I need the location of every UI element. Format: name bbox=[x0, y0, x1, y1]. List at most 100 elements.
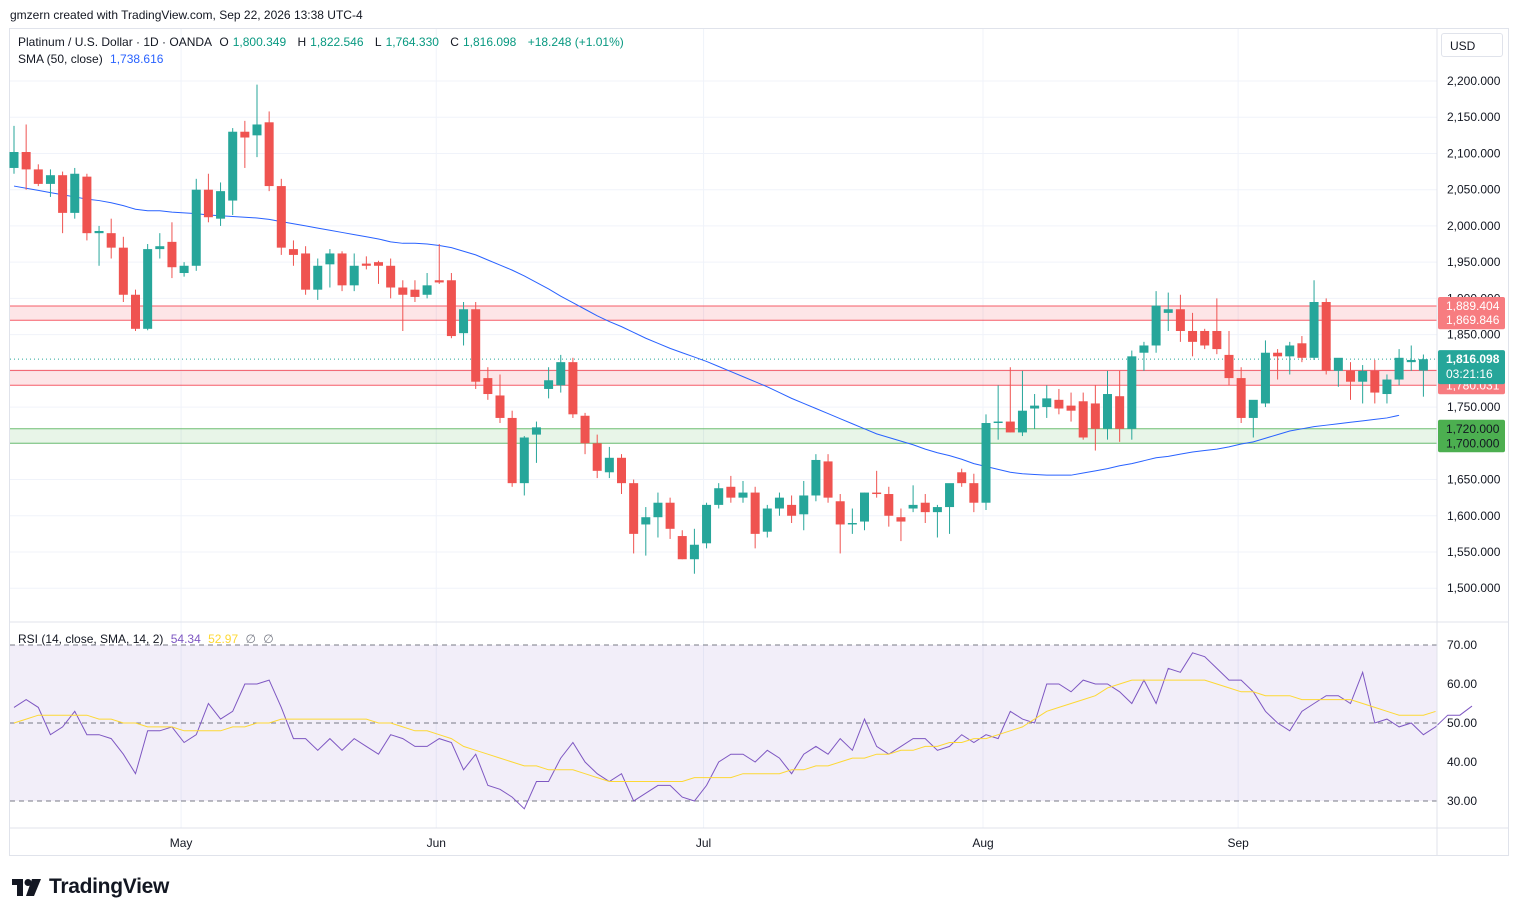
x-tick-label: Aug bbox=[972, 836, 993, 850]
candle-body bbox=[252, 124, 262, 136]
candle bbox=[799, 480, 809, 531]
y-tick-label: 1,600.000 bbox=[1447, 509, 1501, 523]
candle bbox=[434, 244, 444, 284]
candle bbox=[179, 262, 189, 277]
candle bbox=[228, 128, 238, 216]
brand[interactable]: TradingView bbox=[12, 875, 169, 899]
candle-body bbox=[1224, 354, 1234, 379]
y-tick-label: 2,200.000 bbox=[1447, 74, 1501, 88]
resistance-zone-top-label-text: 1,889.404 bbox=[1446, 299, 1500, 313]
candle bbox=[702, 502, 712, 549]
candle-body bbox=[1030, 405, 1040, 409]
candle-body bbox=[1151, 305, 1161, 346]
candle bbox=[1115, 370, 1125, 442]
rsi-extra-1: ∅ bbox=[245, 632, 256, 646]
candle-body bbox=[932, 507, 942, 513]
y-tick-label: 2,050.000 bbox=[1447, 183, 1501, 197]
sma-line bbox=[13, 185, 1400, 476]
candle bbox=[556, 354, 566, 393]
currency-selector[interactable]: USD bbox=[1441, 33, 1503, 57]
candle bbox=[1382, 374, 1392, 404]
candle-body bbox=[677, 536, 687, 560]
candle bbox=[896, 508, 906, 542]
candle bbox=[1321, 298, 1331, 375]
candle bbox=[884, 486, 894, 527]
candle bbox=[58, 171, 68, 234]
candle-body bbox=[422, 285, 432, 295]
candle bbox=[726, 475, 736, 503]
candle-layer bbox=[9, 84, 1428, 574]
candle-body bbox=[1346, 370, 1355, 382]
candle-body bbox=[410, 289, 420, 297]
candle bbox=[203, 173, 213, 223]
candle-body bbox=[957, 472, 967, 484]
resistance-zone-bottom-label: 1,869.846 bbox=[1438, 311, 1505, 330]
candle-body bbox=[1260, 352, 1270, 404]
candle bbox=[641, 507, 651, 556]
candle-body bbox=[1358, 370, 1368, 382]
candle bbox=[811, 454, 821, 502]
candle bbox=[313, 258, 323, 300]
countdown-value: 03:21:16 bbox=[1446, 367, 1493, 381]
candle bbox=[1151, 291, 1161, 353]
x-tick-label: Sep bbox=[1227, 836, 1249, 850]
label-layer: 1,889.4041,869.8461,800.7001,780.0311,72… bbox=[1438, 297, 1505, 453]
candle-body bbox=[45, 175, 55, 184]
candle-body bbox=[519, 437, 529, 484]
resistance-zone-bottom-label-text: 1,869.846 bbox=[1446, 313, 1500, 327]
support-zone bbox=[10, 428, 1437, 444]
rsi-sma-line bbox=[13, 679, 1436, 782]
candle-body bbox=[1054, 399, 1064, 409]
candle-body bbox=[70, 173, 80, 213]
candle bbox=[131, 289, 140, 331]
candle-body bbox=[1394, 357, 1404, 380]
candle bbox=[1017, 370, 1027, 437]
candle-body bbox=[689, 544, 699, 560]
candle bbox=[993, 385, 1003, 440]
candle-body bbox=[313, 265, 323, 290]
candle-body bbox=[1127, 356, 1137, 429]
candle-body bbox=[9, 152, 19, 168]
candle-body bbox=[617, 457, 626, 484]
candle-body bbox=[21, 152, 31, 170]
candle-body bbox=[1406, 359, 1416, 363]
candle bbox=[446, 273, 456, 339]
candle-body bbox=[1188, 330, 1198, 342]
candle-body bbox=[665, 502, 675, 529]
sma-layer bbox=[13, 185, 1400, 476]
last-price-value: 1,816.098 bbox=[1446, 352, 1500, 366]
candle-body bbox=[1090, 403, 1100, 429]
candle-body bbox=[1212, 330, 1222, 350]
main-legend: Platinum / U.S. Dollar · 1D · OANDA O 1,8… bbox=[18, 35, 628, 49]
candle-body bbox=[58, 175, 68, 213]
candle bbox=[604, 446, 614, 479]
candle bbox=[106, 218, 116, 259]
candle-body bbox=[216, 191, 226, 219]
zone-layer bbox=[10, 305, 1437, 444]
candle bbox=[1346, 362, 1355, 400]
y-tick-label: 1,950.000 bbox=[1447, 255, 1501, 269]
rsi-y-tick-label: 50.00 bbox=[1447, 716, 1477, 730]
candle-body bbox=[374, 262, 383, 266]
candle bbox=[617, 454, 626, 495]
candle bbox=[1236, 367, 1246, 424]
candle-body bbox=[1248, 399, 1258, 418]
y-tick-label: 1,500.000 bbox=[1447, 581, 1501, 595]
candle-body bbox=[884, 494, 894, 516]
candle bbox=[216, 182, 226, 226]
candle bbox=[1175, 294, 1185, 342]
brand-name: TradingView bbox=[49, 875, 170, 898]
candle-body bbox=[653, 502, 663, 518]
candle bbox=[398, 280, 408, 331]
candle-body bbox=[1163, 309, 1173, 313]
rsi-y-tick-label: 70.00 bbox=[1447, 638, 1477, 652]
candle-body bbox=[179, 265, 189, 274]
y-tick-label: 1,550.000 bbox=[1447, 545, 1501, 559]
candle-body bbox=[82, 176, 92, 234]
x-tick-label: Jun bbox=[427, 836, 446, 850]
candle-body bbox=[981, 423, 991, 503]
candle-body bbox=[228, 131, 238, 201]
candle bbox=[787, 495, 797, 524]
candle bbox=[1078, 392, 1088, 440]
